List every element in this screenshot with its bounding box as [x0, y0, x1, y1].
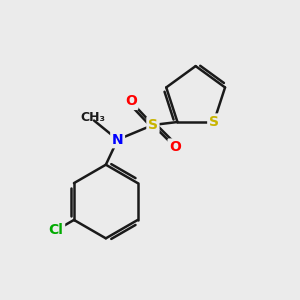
Text: S: S — [209, 115, 219, 129]
Text: N: N — [112, 133, 123, 147]
Text: CH₃: CH₃ — [80, 111, 105, 124]
Text: O: O — [125, 94, 137, 108]
Text: S: S — [148, 118, 158, 132]
Text: Cl: Cl — [49, 223, 64, 237]
Text: O: O — [169, 140, 181, 154]
